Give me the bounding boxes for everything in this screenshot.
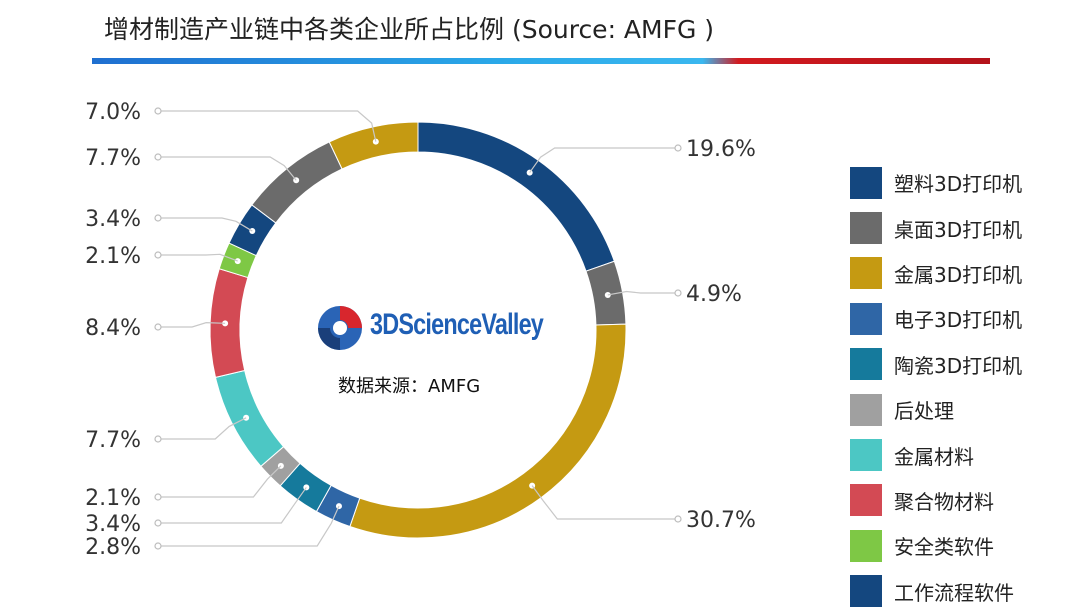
legend-label: 塑料3D打印机 (894, 172, 1023, 197)
slice-value-label: 8.4% (85, 316, 141, 341)
legend-label: 工作流程软件 (894, 580, 1014, 605)
slice-value-label: 7.0% (85, 100, 141, 125)
legend-label: 聚合物材料 (894, 489, 994, 514)
leader-line (158, 253, 238, 262)
chart-title: 增材制造产业链中各类企业所占比例 (Source: AMFG ) (104, 15, 715, 44)
logo-text: 3DScienceValley (370, 308, 544, 341)
slice-value-label: 2.1% (85, 244, 141, 269)
leader-line (158, 322, 226, 328)
legend-label: 安全类软件 (894, 535, 994, 560)
legend-swatch (850, 302, 882, 335)
legend-label: 陶瓷3D打印机 (894, 353, 1023, 378)
leader-line (158, 417, 247, 440)
legend-item: 桌面3D打印机 (850, 205, 1022, 250)
leader-endpoint (154, 493, 162, 501)
logo: 3DScienceValley (314, 296, 544, 360)
slice-value-label: 3.4% (85, 512, 141, 537)
leader-line (158, 217, 253, 232)
slice-value-label: 30.7% (686, 508, 756, 533)
leader-endpoint (154, 107, 162, 115)
legend-swatch (850, 212, 882, 245)
donut-slice (417, 121, 615, 272)
leader-line (531, 485, 678, 520)
legend-item: 工作流程软件 (850, 569, 1022, 614)
leader-line (158, 505, 340, 547)
slice-value-label: 7.7% (85, 146, 141, 171)
leader-endpoint (674, 289, 682, 297)
leader-line (158, 110, 377, 142)
slice-value-label: 2.8% (85, 535, 141, 560)
title-underline (92, 58, 990, 64)
legend-item: 电子3D打印机 (850, 296, 1022, 341)
leader-line (158, 465, 282, 498)
slice-value-label: 19.6% (686, 137, 756, 162)
leader-line (158, 156, 297, 181)
leader-endpoint (154, 435, 162, 443)
legend-swatch (850, 484, 882, 517)
legend-swatch (850, 393, 882, 426)
legend-swatch (850, 575, 882, 608)
legend: 塑料3D打印机 桌面3D打印机 金属3D打印机 电子3D打印机 陶瓷3D打印机 后处理金属… (850, 160, 1022, 614)
legend-item: 金属3D打印机 (850, 251, 1022, 296)
legend-swatch (850, 166, 882, 199)
leader-line (607, 290, 678, 296)
legend-item: 安全类软件 (850, 523, 1022, 568)
leader-endpoint (154, 542, 162, 550)
leader-endpoint (154, 214, 162, 222)
leader-endpoint (154, 153, 162, 161)
legend-label: 桌面3D打印机 (894, 217, 1023, 242)
leader-endpoint (674, 144, 682, 152)
leader-line (529, 147, 678, 173)
slice-value-label: 7.7% (85, 428, 141, 453)
legend-item: 聚合物材料 (850, 478, 1022, 523)
logo-swirl-icon (318, 306, 362, 350)
legend-item: 后处理 (850, 387, 1022, 432)
slice-value-label: 2.1% (85, 486, 141, 511)
legend-swatch (850, 348, 882, 381)
legend-swatch (850, 439, 882, 472)
leader-line (158, 487, 307, 524)
legend-item: 陶瓷3D打印机 (850, 342, 1022, 387)
legend-swatch (850, 257, 882, 290)
slice-value-label: 4.9% (686, 282, 742, 307)
legend-item: 金属材料 (850, 432, 1022, 477)
legend-label: 电子3D打印机 (894, 308, 1023, 333)
donut-slice (328, 121, 419, 170)
center-caption: 数据来源：AMFG (338, 376, 481, 397)
leader-endpoint (674, 515, 682, 523)
legend-label: 金属3D打印机 (894, 262, 1023, 287)
donut-slice (214, 369, 285, 468)
legend-item: 塑料3D打印机 (850, 160, 1022, 205)
slice-value-label: 3.4% (85, 207, 141, 232)
legend-label: 后处理 (894, 399, 954, 424)
legend-swatch (850, 529, 882, 562)
legend-label: 金属材料 (894, 444, 974, 469)
leader-endpoint (154, 519, 162, 527)
leader-endpoint (154, 323, 162, 331)
leader-endpoint (154, 251, 162, 259)
